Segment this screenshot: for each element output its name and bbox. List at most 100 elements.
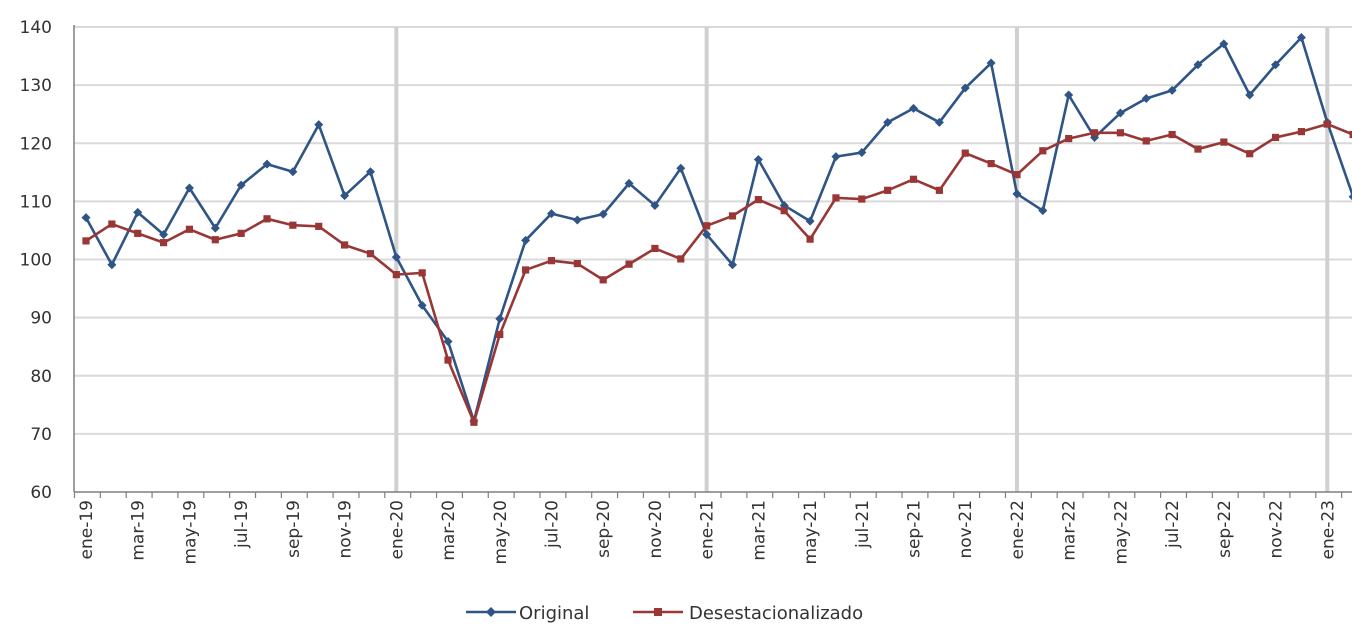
data-point-original [521,235,531,245]
data-point-original [650,200,660,210]
data-point-desestacionalizado [1168,130,1176,139]
data-point-original [365,167,375,177]
x-tick-label: mar-20 [439,500,459,561]
data-point-desestacionalizado [108,220,116,228]
data-point-original [210,223,220,233]
data-point-original [1348,193,1352,201]
x-tick-label: jul-22 [1163,500,1183,549]
x-tick-label: jul-19 [232,500,252,549]
data-point-desestacionalizado [1039,147,1047,155]
data-point-original [1141,93,1151,103]
x-tick-label: ene-23 [1318,500,1338,559]
data-point-desestacionalizado [1142,137,1150,145]
data-point-desestacionalizado [211,236,219,244]
data-point-desestacionalizado [1194,145,1202,153]
data-point-desestacionalizado [392,271,400,279]
data-point-desestacionalizado [159,239,168,247]
data-point-desestacionalizado [82,237,90,245]
data-point-desestacionalizado [444,356,452,364]
data-point-original [857,148,867,158]
x-tick-label: ene-22 [1008,500,1028,559]
data-point-original [676,163,686,173]
data-point-original [909,103,919,113]
data-point-desestacionalizado [806,235,814,243]
data-point-desestacionalizado [677,255,685,263]
data-point-desestacionalizado [366,250,375,258]
legend-label-desestacionalizado: Desestacionalizado [689,603,863,624]
y-tick-label: 60 [30,483,52,503]
y-tick-label: 80 [30,367,52,387]
y-tick-label: 90 [30,309,52,329]
data-point-desestacionalizado [237,229,245,237]
y-tick-label: 120 [20,134,52,154]
data-point-original [805,216,815,226]
data-point-original [702,230,712,240]
data-point-original [1115,108,1125,118]
x-tick-label: nov-22 [1267,500,1287,559]
x-tick-label: nov-21 [956,500,976,559]
data-point-desestacionalizado [728,212,737,220]
data-point-desestacionalizado [522,266,530,274]
x-tick-label: may-21 [801,500,821,565]
data-point-desestacionalizado [754,196,762,204]
data-point-desestacionalizado [315,222,323,230]
y-tick-label: 110 [20,192,52,212]
axis-layer: 60 70 80 90 100 110 120 130 140 ene-19 mar-19 may-1… [20,18,1352,565]
legend-marker-original [486,607,496,617]
data-point-original [417,300,427,310]
data-point-original [314,120,324,130]
data-point-desestacionalizado [858,195,866,203]
data-point-original [831,152,841,162]
data-point-original [159,230,169,240]
data-point-desestacionalizado [625,260,633,268]
data-point-original [81,213,91,223]
data-point-original [1219,39,1229,49]
data-point-desestacionalizado [1246,150,1254,158]
legend: Original Desestacionalizado [466,603,863,624]
data-point-desestacionalizado [987,159,995,168]
data-point-desestacionalizado [134,229,142,237]
x-tick-label: may-19 [180,500,200,565]
data-point-desestacionalizado [651,244,659,253]
x-tick-label: mar-19 [129,500,149,561]
data-point-original [986,58,996,68]
data-point-original [262,159,272,169]
grid-layer [74,26,1352,492]
y-tick-label: 140 [20,18,52,38]
data-point-desestacionalizado [289,221,297,229]
data-point-desestacionalizado [599,276,607,284]
x-tick-label: ene-20 [387,500,407,559]
data-point-desestacionalizado [573,259,581,268]
data-point-original [443,336,453,346]
data-point-desestacionalizado [935,186,943,194]
data-point-original [624,178,634,188]
legend-marker-desestacionalizado [654,608,662,616]
data-point-desestacionalizado [1271,133,1280,142]
data-point-desestacionalizado [703,222,711,230]
data-point-original [1245,90,1255,100]
data-point-desestacionalizado [1349,130,1352,139]
data-point-desestacionalizado [470,418,478,426]
x-tick-label: may-22 [1111,500,1131,565]
data-point-desestacionalizado [1090,129,1099,137]
data-point-desestacionalizado [1297,128,1306,136]
data-point-original [883,117,893,127]
data-point-desestacionalizado [185,225,194,233]
series-line-desestacionalizado [85,122,1352,424]
data-point-original [1038,206,1048,216]
x-tick-label: jul-21 [853,500,873,549]
x-tick-label: ene-21 [698,500,718,559]
data-point-desestacionalizado [961,149,969,157]
data-point-original [728,260,737,270]
data-point-original [753,155,763,165]
data-point-original [236,180,246,190]
x-tick-label: ene-19 [77,500,97,559]
y-tick-label: 100 [20,251,52,271]
data-point-desestacionalizado [1013,171,1021,179]
data-point-desestacionalizado [341,241,349,249]
series-layer [81,32,1352,426]
data-point-original [184,183,194,193]
data-point-original [1296,32,1306,42]
